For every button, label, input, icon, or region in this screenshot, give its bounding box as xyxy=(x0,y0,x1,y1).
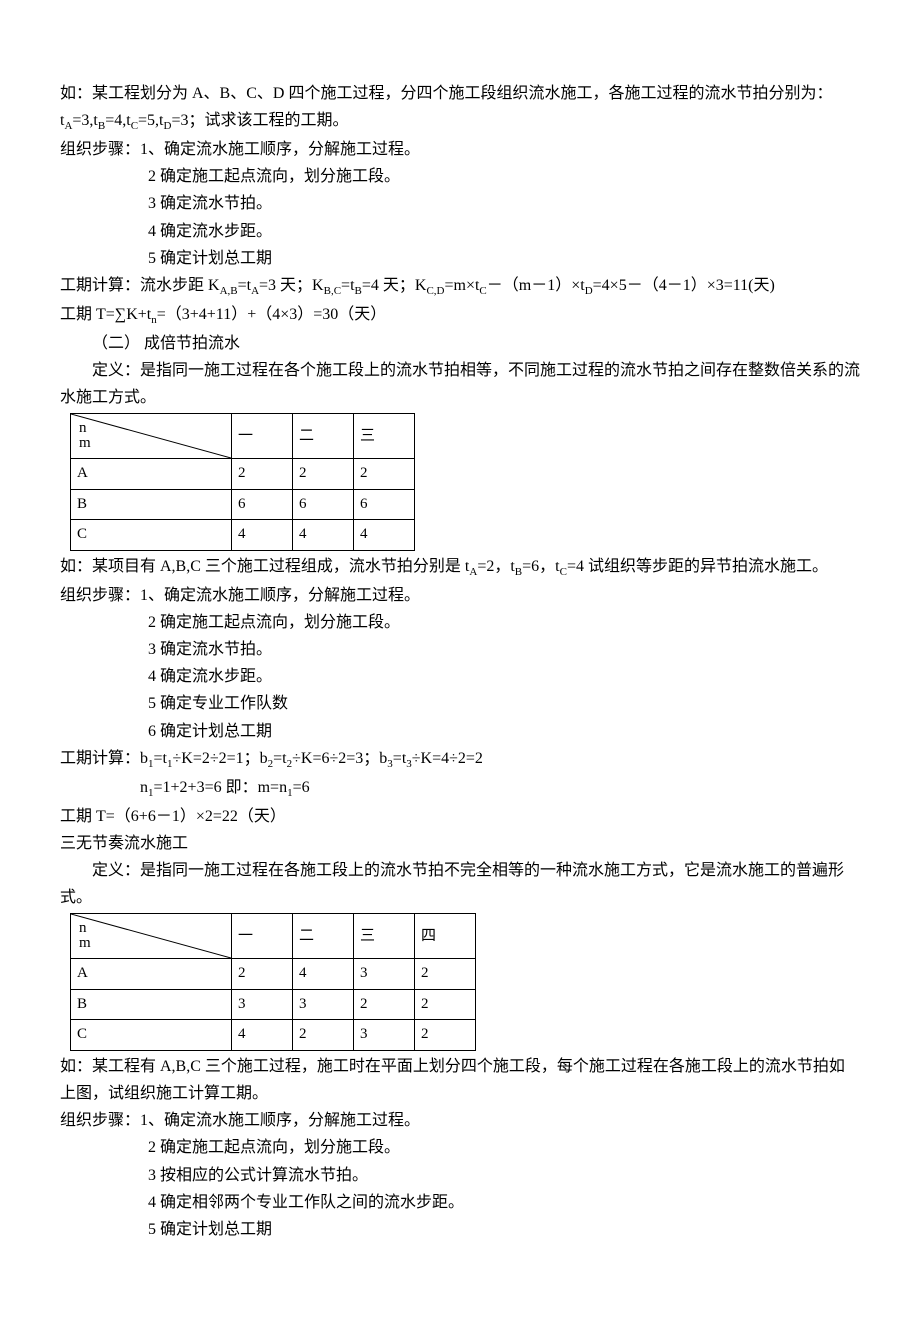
cell: 4 xyxy=(354,520,415,551)
table-row: C 4 2 3 2 xyxy=(71,1020,476,1051)
heading: （二） 成倍节拍流水 xyxy=(60,330,860,357)
cell: 4 xyxy=(293,520,354,551)
col-header: 一 xyxy=(232,414,293,459)
step: 4 确定流水步距。 xyxy=(60,218,860,245)
paragraph: n1=1+2+3=6 即：m=n1=6 xyxy=(60,774,860,803)
col-header: 三 xyxy=(354,414,415,459)
row-label: C xyxy=(71,1020,232,1051)
cell: 6 xyxy=(293,489,354,520)
step: 5 确定专业工作队数 xyxy=(60,690,860,717)
step: 2 确定施工起点流向，划分施工段。 xyxy=(60,1134,860,1161)
cell: 2 xyxy=(232,459,293,490)
table-row: B 6 6 6 xyxy=(71,489,415,520)
row-label: C xyxy=(71,520,232,551)
paragraph: 组织步骤：1、确定流水施工顺序，分解施工过程。 xyxy=(60,582,860,609)
cell: 2 xyxy=(293,1020,354,1051)
step: 2 确定施工起点流向，划分施工段。 xyxy=(60,163,860,190)
step: 4 确定相邻两个专业工作队之间的流水步距。 xyxy=(60,1189,860,1216)
cell: 2 xyxy=(232,959,293,990)
cell: 2 xyxy=(354,989,415,1020)
step: 2 确定施工起点流向，划分施工段。 xyxy=(60,609,860,636)
paragraph: 如：某项目有 A,B,C 三个施工过程组成，流水节拍分别是 tA=2，tB=6，… xyxy=(60,553,860,582)
table-2: n m 一 二 三 四 A 2 4 3 2 B 3 3 2 2 C 4 2 3 … xyxy=(70,913,476,1051)
row-label: B xyxy=(71,989,232,1020)
cell: 3 xyxy=(232,989,293,1020)
step: 3 按相应的公式计算流水节拍。 xyxy=(60,1162,860,1189)
row-label: B xyxy=(71,489,232,520)
paragraph: 定义：是指同一施工过程在各个施工段上的流水节拍相等，不同施工过程的流水节拍之间存… xyxy=(60,357,860,411)
step: 5 确定计划总工期 xyxy=(60,1216,860,1243)
paragraph: 定义：是指同一施工过程在各施工段上的流水节拍不完全相等的一种流水施工方式，它是流… xyxy=(60,857,860,911)
paragraph: 如：某工程划分为 A、B、C、D 四个施工过程，分四个施工段组织流水施工，各施工… xyxy=(60,80,860,136)
col-header: 二 xyxy=(293,914,354,959)
table-row: B 3 3 2 2 xyxy=(71,989,476,1020)
col-header: 一 xyxy=(232,914,293,959)
col-header: 三 xyxy=(354,914,415,959)
row-label: A xyxy=(71,459,232,490)
paragraph: 组织步骤：1、确定流水施工顺序，分解施工过程。 xyxy=(60,1107,860,1134)
cell: 4 xyxy=(293,959,354,990)
paragraph: 工期 T=（6+6－1）×2=22（天） xyxy=(60,803,860,830)
step: 5 确定计划总工期 xyxy=(60,245,860,272)
paragraph: 如：某工程有 A,B,C 三个施工过程，施工时在平面上划分四个施工段，每个施工过… xyxy=(60,1053,860,1107)
paragraph: 组织步骤：1、确定流水施工顺序，分解施工过程。 xyxy=(60,136,860,163)
cell: 6 xyxy=(354,489,415,520)
col-header: 二 xyxy=(293,414,354,459)
cell: 3 xyxy=(354,959,415,990)
cell: 2 xyxy=(415,1020,476,1051)
col-header: 四 xyxy=(415,914,476,959)
heading: 三无节奏流水施工 xyxy=(60,830,860,857)
table-row: A 2 2 2 xyxy=(71,459,415,490)
step: 3 确定流水节拍。 xyxy=(60,190,860,217)
cell: 2 xyxy=(293,459,354,490)
table-row: A 2 4 3 2 xyxy=(71,959,476,990)
cell: 2 xyxy=(354,459,415,490)
table-1: n m 一 二 三 A 2 2 2 B 6 6 6 C 4 4 4 xyxy=(70,413,415,551)
paragraph: 工期计算：b1=t1÷K=2÷2=1；b2=t2÷K=6÷2=3；b3=t3÷K… xyxy=(60,745,860,774)
cell: 3 xyxy=(354,1020,415,1051)
cell: 3 xyxy=(293,989,354,1020)
row-label: A xyxy=(71,959,232,990)
paragraph: 工期计算：流水步距 KA,B=tA=3 天；KB,C=tB=4 天；KC,D=m… xyxy=(60,272,860,301)
cell: 2 xyxy=(415,959,476,990)
step: 6 确定计划总工期 xyxy=(60,718,860,745)
paragraph: 工期 T=∑K+tn=（3+4+11）+（4×3）=30（天） xyxy=(60,301,860,330)
step: 3 确定流水节拍。 xyxy=(60,636,860,663)
cell: 4 xyxy=(232,520,293,551)
table-row: C 4 4 4 xyxy=(71,520,415,551)
diag-header: n m xyxy=(71,914,232,959)
cell: 6 xyxy=(232,489,293,520)
diag-m: m xyxy=(79,931,91,957)
diag-m: m xyxy=(79,431,91,457)
diag-header: n m xyxy=(71,414,232,459)
cell: 2 xyxy=(415,989,476,1020)
cell: 4 xyxy=(232,1020,293,1051)
step: 4 确定流水步距。 xyxy=(60,663,860,690)
